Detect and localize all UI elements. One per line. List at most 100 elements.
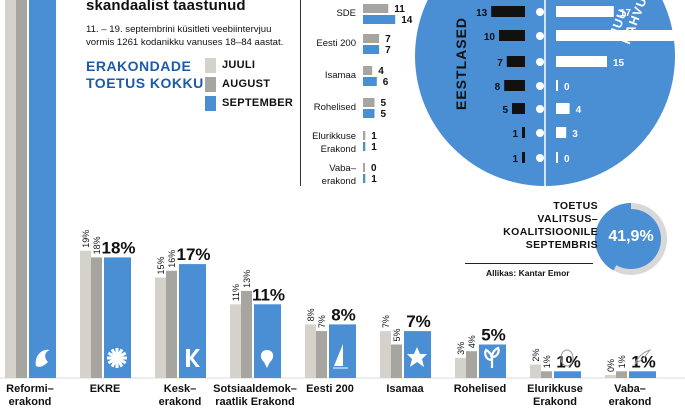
star-mini-icon (536, 105, 544, 113)
other-value-0: 17 (620, 8, 632, 19)
estonians-bar-4 (512, 103, 525, 114)
estonians-value-2: 7 (497, 58, 503, 69)
value-label-juuli-3: 11% (231, 284, 241, 301)
bar-august-2 (166, 270, 177, 378)
value-label-september-5: 7% (406, 312, 431, 331)
mini-bar-august-2 (363, 66, 373, 75)
category-label-0-0: Reformi– (6, 383, 54, 395)
coalition-title-line-4: SEPTEMBRIS (525, 239, 598, 251)
category-label-3-1: raatlik Erakond (215, 396, 294, 408)
mini-category-0-0: SDE (336, 8, 356, 19)
legend-item-september: SEPTEMBER (205, 94, 293, 112)
other-value-5: 3 (572, 129, 578, 140)
mini-value-september-0: 14 (401, 15, 413, 26)
rose-icon (260, 350, 274, 368)
squirrel-icon (35, 349, 50, 367)
bar-august-4 (316, 331, 327, 378)
category-label-4-0: Eesti 200 (306, 383, 354, 395)
category-label-2-0: Kesk– (164, 383, 196, 395)
other-bar-5 (556, 127, 567, 138)
bar-august-3 (241, 290, 252, 378)
bar-september-7 (554, 371, 581, 378)
value-label-august-4: 7% (317, 315, 327, 328)
legend-swatch-september (205, 95, 216, 111)
value-label-august-1: 18% (92, 236, 102, 254)
mini-category-3-0: Rohelised (314, 102, 356, 113)
main-chart-title-line-1: ERAKONDADE (86, 58, 192, 74)
mini-bar-august-5 (363, 163, 365, 172)
mini-value-september-4: 1 (371, 142, 377, 153)
rose-mini-icon (536, 58, 544, 66)
legend: JUULI AUGUST SEPTEMBER (205, 56, 293, 113)
bar-august-8 (616, 371, 627, 378)
bar-juuli-5 (380, 331, 391, 378)
category-label-0-1: erakond (9, 396, 52, 408)
value-label-juuli-1: 19% (81, 230, 91, 248)
other-bar-1 (556, 30, 682, 41)
estonians-value-0: 13 (476, 8, 488, 19)
mini-value-september-2: 6 (383, 77, 389, 88)
mini-bar-august-4 (363, 131, 366, 140)
sail-icon (333, 344, 348, 369)
k-logo-icon (186, 349, 200, 367)
category-label-1-0: EKRE (90, 383, 121, 395)
value-label-august-6: 4% (467, 335, 477, 348)
other-bar-0 (556, 6, 614, 17)
estonians-value-5: 1 (512, 129, 518, 140)
value-label-august-7: 1% (542, 355, 552, 368)
value-label-september-3: 11% (252, 285, 285, 304)
mini-category-4-1: Erakond (321, 144, 356, 155)
cornflower-icon (107, 348, 127, 368)
other-value-6: 0 (564, 154, 570, 165)
coalition-title-line-1: TOETUS (553, 200, 598, 212)
legend-swatch-august (205, 76, 216, 92)
headline: skandaalist taastunud (86, 0, 246, 14)
cornflower-mini-icon (536, 8, 544, 16)
category-label-7-0: Elurikkuse (527, 383, 583, 395)
coalition-title-line-3: KOALITSIOONILE (503, 226, 598, 238)
value-label-august-3: 13% (242, 270, 252, 288)
value-label-september-4: 8% (331, 305, 356, 324)
value-label-august-5: 5% (392, 328, 402, 341)
star-shape (407, 347, 427, 367)
value-label-september-7: 1% (556, 352, 581, 371)
estonians-bar-1 (499, 30, 525, 41)
legend-item-august: AUGUST (205, 75, 293, 93)
bar-september-8 (629, 371, 656, 378)
mini-category-5-0: Vaba– (329, 163, 356, 174)
mini-value-september-3: 5 (381, 109, 387, 120)
source-note: Allikas: Kantar Emor (486, 268, 570, 278)
estonians-label: EESTLASED (453, 16, 469, 110)
mini-value-september-1: 7 (385, 45, 391, 56)
mini-category-1-0: Eesti 200 (316, 38, 356, 49)
sail-mini-icon (536, 82, 544, 90)
category-label-7-1: Erakond (533, 396, 577, 408)
mini-bar-august-0 (363, 4, 389, 13)
value-label-september-8: 1% (631, 352, 656, 371)
egg-icon (560, 349, 574, 367)
mini-value-august-1: 7 (385, 34, 391, 45)
article-info: skandaalist taastunud 11. – 19. septembr… (86, 0, 301, 49)
estonians-value-1: 10 (484, 32, 496, 43)
legend-label-august: AUGUST (222, 78, 271, 90)
mini-value-september-5: 1 (371, 174, 377, 185)
plant-mini-icon (536, 129, 544, 137)
mini-category-2-0: Isamaa (325, 70, 357, 81)
plant-shape (484, 346, 500, 368)
value-label-juuli-7: 2% (531, 349, 541, 362)
mini-bar-august-1 (363, 34, 380, 43)
bar-juuli-8 (605, 375, 616, 378)
cornflower-petal (116, 351, 127, 360)
value-label-juuli-4: 8% (306, 308, 316, 321)
bar-august-6 (466, 351, 477, 378)
bar-august-0 (16, 0, 27, 378)
bar-juuli-6 (455, 357, 466, 378)
category-label-2-1: erakond (159, 396, 202, 408)
mini-value-august-2: 4 (378, 66, 384, 77)
category-label-8-1: erakond (609, 396, 652, 408)
mini-value-august-3: 5 (381, 98, 387, 109)
coalition-title-line-2: VALITSUS– (537, 213, 598, 225)
star-icon (407, 347, 427, 367)
mini-bar-september-4 (363, 142, 366, 151)
category-label-8-0: Vaba– (614, 383, 646, 395)
